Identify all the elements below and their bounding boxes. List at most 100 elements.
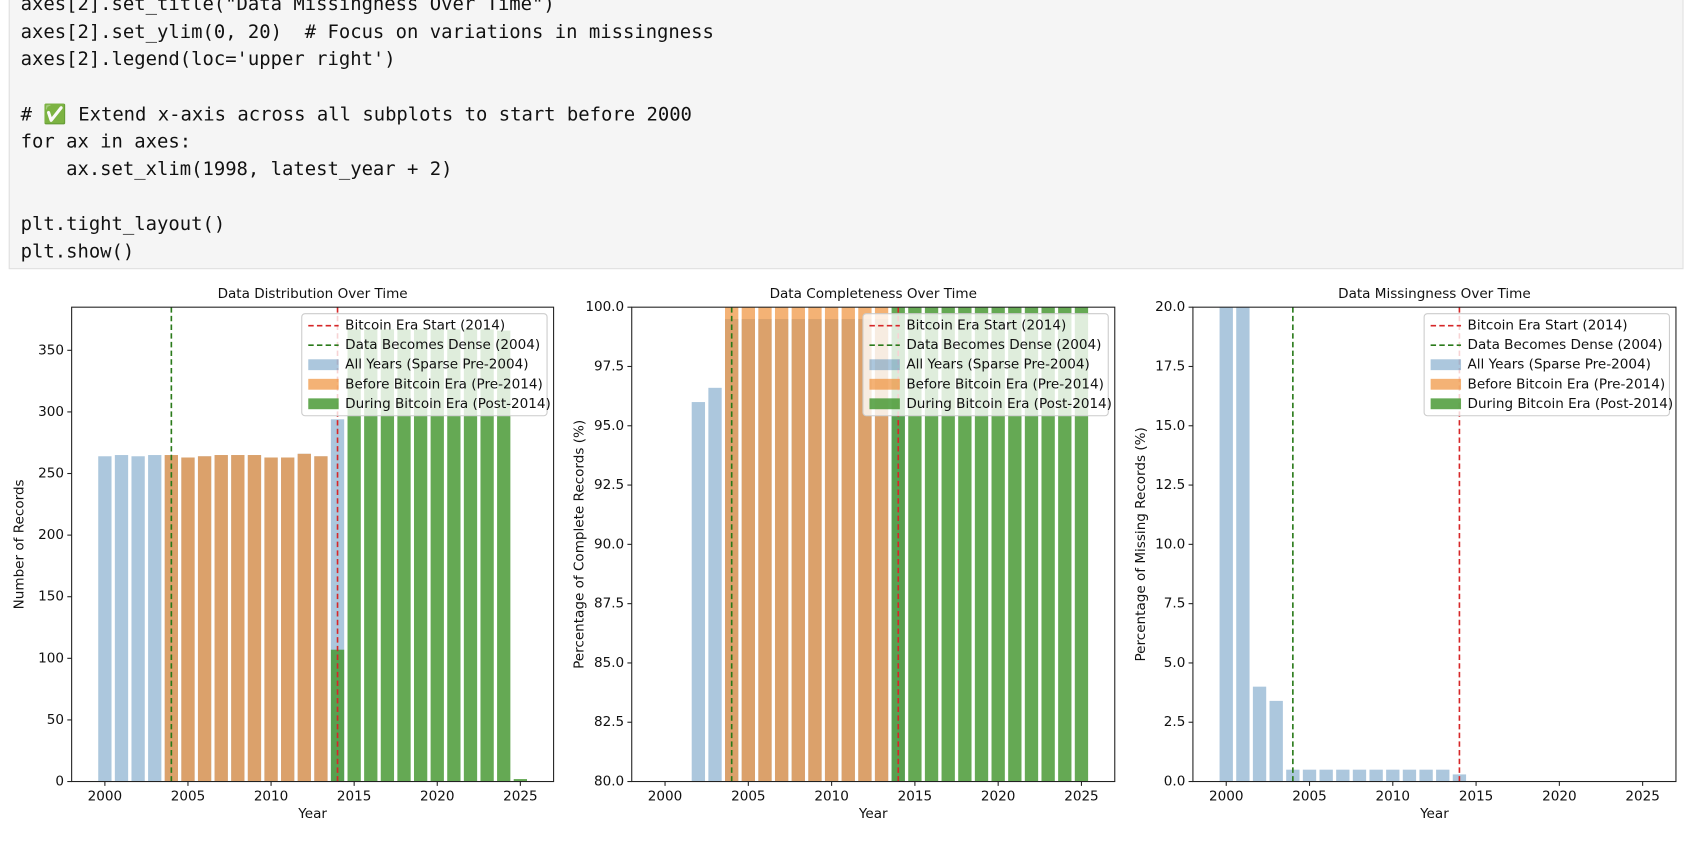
bar (1269, 700, 1283, 782)
bar (1402, 769, 1417, 782)
x-tick-label: 2000 (1209, 789, 1243, 805)
y-tick-label: 5.0 (1164, 655, 1186, 671)
bar (958, 307, 972, 782)
bar (1219, 307, 1233, 782)
y-tick-label: 90.0 (594, 536, 624, 552)
code-line: plt.show() (20, 241, 135, 263)
legend-label: Before Bitcoin Era (Pre-2014) (1468, 376, 1666, 392)
legend-box (1423, 313, 1670, 417)
bar (1419, 769, 1433, 782)
y-tick-label: 0.0 (1164, 774, 1186, 790)
plot-area (691, 307, 1089, 782)
y-tick-label: 100 (38, 650, 64, 666)
x-tick-label: 2005 (731, 789, 765, 805)
y-axis-label: Number of Records (12, 479, 28, 609)
legend-label: During Bitcoin Era (Post-2014) (345, 396, 551, 412)
bar (314, 456, 328, 782)
legend-swatch (308, 359, 339, 371)
plot-area (98, 307, 527, 782)
y-tick-label: 7.5 (1164, 596, 1186, 612)
bar (1286, 769, 1300, 782)
y-tick-label: 80.0 (594, 774, 624, 790)
chart-title: Data Missingness Over Time (1338, 286, 1531, 302)
bar (1008, 307, 1022, 782)
y-tick-label: 87.5 (594, 596, 624, 612)
y-tick-label: 300 (38, 404, 64, 420)
bar (858, 307, 872, 782)
legend-label: All Years (Sparse Pre-2004) (1468, 357, 1651, 373)
x-tick-label: 2015 (337, 789, 371, 805)
bar (1436, 769, 1450, 782)
y-tick-label: 12.5 (1155, 477, 1185, 493)
bar (1386, 769, 1400, 782)
bar (1302, 769, 1317, 782)
y-tick-label: 250 (38, 466, 64, 482)
bar (214, 455, 228, 782)
bar (774, 307, 789, 782)
legend-swatch (308, 378, 339, 390)
bar (1024, 307, 1039, 782)
legend: Bitcoin Era Start (2014) Data Becomes Den… (1423, 313, 1674, 417)
bar (1074, 307, 1089, 782)
legend-label: During Bitcoin Era (Post-2014) (1468, 396, 1674, 412)
bar (297, 453, 311, 782)
bar (231, 455, 245, 782)
bar (1352, 769, 1367, 782)
bar (974, 307, 989, 782)
code-line: # ✅ Extend x-axis across all subplots to… (20, 103, 692, 126)
code-line: plt.tight_layout() (20, 213, 226, 236)
code-line: axes[2].set_title("Data Missingness Over… (20, 0, 555, 16)
x-tick-label: 2025 (1064, 789, 1098, 805)
bar (1236, 307, 1250, 782)
x-tick-label: 2005 (171, 789, 205, 805)
x-tick-label: 2010 (1376, 789, 1410, 805)
bar (447, 329, 461, 782)
x-tick-label: 2015 (1459, 789, 1493, 805)
x-tick-label: 2025 (1625, 789, 1659, 805)
bar (741, 307, 755, 782)
bar (1369, 769, 1383, 782)
x-tick-label: 2000 (88, 789, 122, 805)
legend-label: All Years (Sparse Pre-2004) (906, 357, 1089, 373)
legend-box (862, 313, 1109, 417)
bar (413, 329, 428, 782)
legend-label: Data Becomes Dense (2004) (345, 337, 540, 353)
y-tick-label: 92.5 (594, 477, 624, 493)
bar (1058, 307, 1072, 782)
bar (758, 307, 772, 782)
x-tick-label: 2015 (898, 789, 932, 805)
legend: Bitcoin Era Start (2014) Data Becomes Den… (862, 313, 1112, 417)
y-tick-label: 82.5 (594, 714, 624, 730)
bar (347, 329, 361, 782)
x-axis-label: Year (858, 806, 888, 822)
bar (1252, 686, 1267, 782)
x-axis-label: Year (1419, 806, 1449, 822)
bar (131, 456, 145, 782)
y-tick-label: 50 (47, 712, 64, 728)
bar (98, 456, 112, 782)
bar (1319, 769, 1333, 782)
bar (430, 329, 444, 782)
bar (708, 387, 722, 782)
bar (247, 455, 262, 782)
y-tick-label: 95.0 (594, 418, 624, 434)
y-tick-label: 15.0 (1155, 418, 1185, 434)
x-tick-label: 2020 (420, 789, 454, 805)
legend-swatch (869, 378, 900, 390)
legend-swatch (869, 359, 900, 371)
bar (181, 457, 195, 782)
y-tick-label: 150 (38, 589, 64, 605)
y-tick-label: 200 (38, 527, 64, 543)
chart-title: Data Distribution Over Time (218, 286, 408, 302)
x-tick-label: 2025 (503, 789, 537, 805)
y-tick-label: 85.0 (594, 655, 624, 671)
bar (148, 455, 162, 782)
y-tick-label: 10.0 (1155, 536, 1185, 552)
x-tick-label: 2000 (648, 789, 682, 805)
legend-label: Data Becomes Dense (2004) (1468, 337, 1663, 353)
bar (941, 307, 955, 782)
bar (874, 307, 889, 782)
code-cell: axes[2].set_title("Data Missingness Over… (8, 0, 1684, 270)
